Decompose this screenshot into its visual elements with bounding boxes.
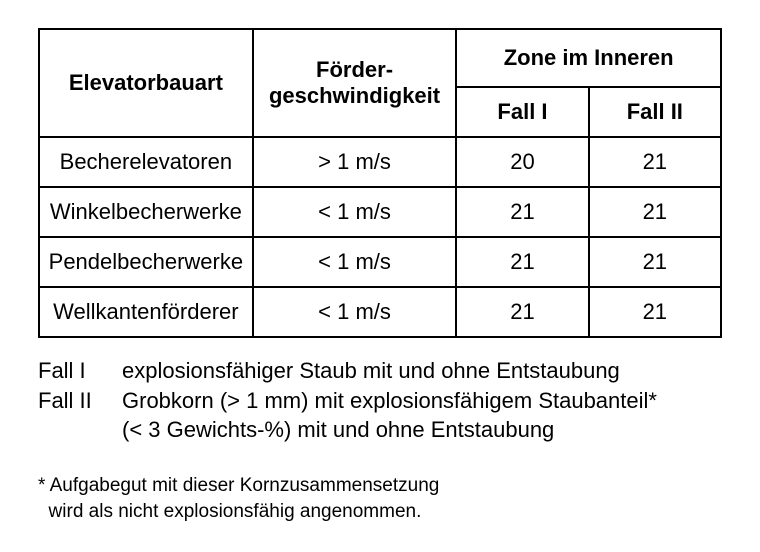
- table-row: Winkelbecherwerke < 1 m/s 21 21: [39, 187, 721, 237]
- col-header-speed-line2: geschwindigkeit: [269, 83, 440, 108]
- cell-speed: > 1 m/s: [253, 137, 457, 187]
- cell-fall1: 21: [456, 187, 588, 237]
- cell-name: Becherelevatoren: [39, 137, 253, 187]
- col-header-elevatorbauart: Elevatorbauart: [39, 29, 253, 137]
- cell-fall2: 21: [589, 137, 721, 187]
- cell-fall1: 20: [456, 137, 588, 187]
- col-header-foerdergeschwindigkeit: Förder- geschwindigkeit: [253, 29, 457, 137]
- legend-row-fall-1: Fall I explosionsfähiger Staub mit und o…: [38, 356, 722, 386]
- footnote-line1: * Aufgabegut mit dieser Kornzusammensetz…: [38, 475, 439, 496]
- table-row: Wellkantenförderer < 1 m/s 21 21: [39, 287, 721, 337]
- cell-speed: < 1 m/s: [253, 287, 457, 337]
- cell-name: Winkelbecherwerke: [39, 187, 253, 237]
- legend-label: Fall I: [38, 356, 122, 386]
- legend-text-line1: Grobkorn (> 1 mm) mit explosionsfähigem …: [122, 388, 657, 413]
- col-header-fall-2: Fall II: [589, 87, 721, 137]
- legend-text: Grobkorn (> 1 mm) mit explosionsfähigem …: [122, 386, 722, 445]
- cell-fall2: 21: [589, 187, 721, 237]
- cell-name: Wellkantenförderer: [39, 287, 253, 337]
- col-header-fall-1: Fall I: [456, 87, 588, 137]
- footnote: * Aufgabegut mit dieser Kornzusammensetz…: [38, 473, 722, 524]
- legend-label: Fall II: [38, 386, 122, 445]
- cell-fall1: 21: [456, 287, 588, 337]
- page: Elevatorbauart Förder- geschwindigkeit Z…: [0, 0, 760, 552]
- legend-text: explosionsfähiger Staub mit und ohne Ent…: [122, 356, 722, 386]
- col-header-zone-inneren: Zone im Inneren: [456, 29, 721, 87]
- col-header-speed-line1: Förder-: [316, 57, 393, 82]
- cell-fall1: 21: [456, 237, 588, 287]
- cell-speed: < 1 m/s: [253, 187, 457, 237]
- cell-fall2: 21: [589, 287, 721, 337]
- table-row: Pendelbecherwerke < 1 m/s 21 21: [39, 237, 721, 287]
- zone-table: Elevatorbauart Förder- geschwindigkeit Z…: [38, 28, 722, 338]
- cell-fall2: 21: [589, 237, 721, 287]
- legend-text-line2: (< 3 Gewichts-%) mit und ohne Entstaubun…: [122, 417, 554, 442]
- legend: Fall I explosionsfähiger Staub mit und o…: [38, 356, 722, 445]
- cell-name: Pendelbecherwerke: [39, 237, 253, 287]
- legend-row-fall-2: Fall II Grobkorn (> 1 mm) mit explosions…: [38, 386, 722, 445]
- footnote-line2: wird als nicht explosionsfähig angenomme…: [38, 501, 421, 522]
- table-row: Becherelevatoren > 1 m/s 20 21: [39, 137, 721, 187]
- cell-speed: < 1 m/s: [253, 237, 457, 287]
